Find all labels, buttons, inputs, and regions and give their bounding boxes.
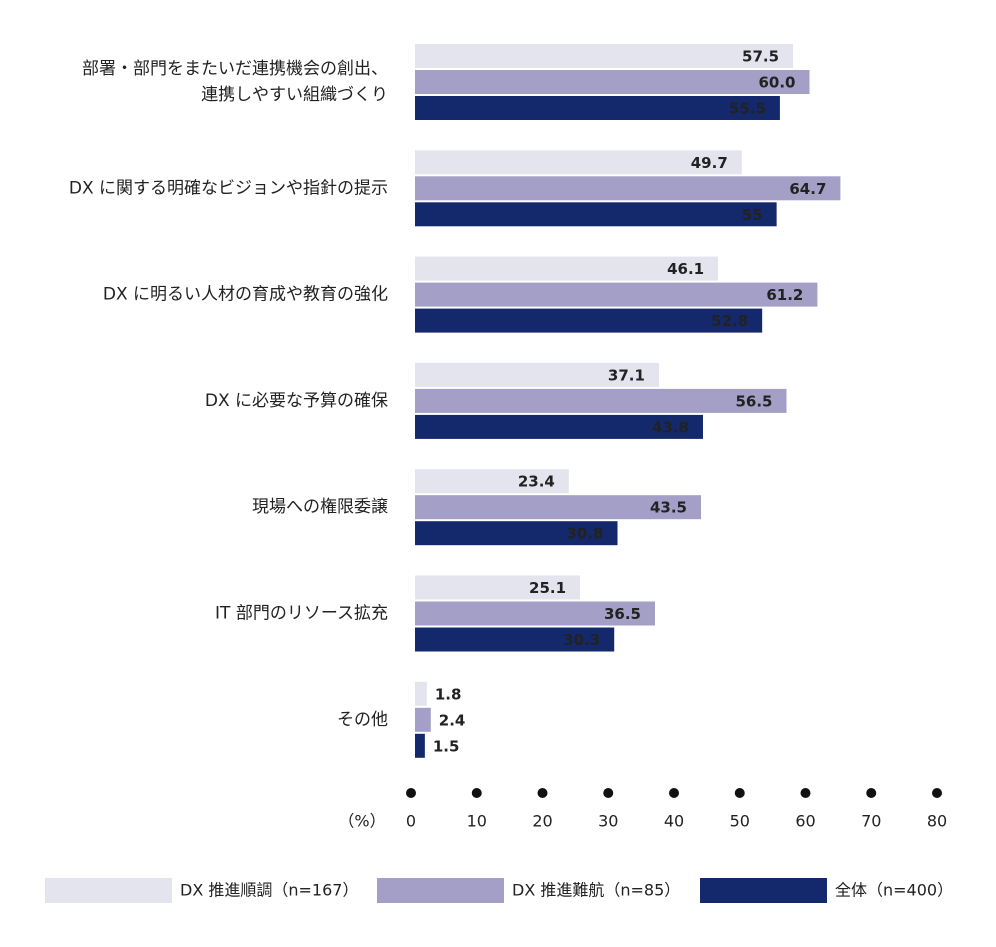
bar bbox=[415, 256, 719, 281]
legend-label: DX 推進難航（n=85） bbox=[512, 881, 680, 900]
legend-label: DX 推進順調（n=167） bbox=[180, 881, 358, 900]
value-label: 30.8 bbox=[566, 525, 603, 543]
value-label: 43.8 bbox=[652, 418, 689, 436]
value-label: 64.7 bbox=[789, 180, 826, 198]
bar bbox=[415, 707, 431, 732]
value-label: 55.5 bbox=[729, 100, 766, 118]
bar bbox=[415, 362, 659, 387]
tick-dot bbox=[537, 788, 548, 798]
value-label: 1.8 bbox=[435, 685, 462, 703]
x-axis-label: （%） bbox=[338, 812, 385, 831]
tick-dot bbox=[406, 788, 416, 798]
tick-dot bbox=[734, 788, 745, 798]
x-tick-label: 10 bbox=[467, 812, 487, 831]
bar bbox=[415, 70, 810, 94]
bar bbox=[415, 733, 425, 758]
value-label: 46.1 bbox=[667, 260, 704, 278]
value-label: 23.4 bbox=[518, 473, 555, 491]
bar bbox=[415, 521, 618, 546]
tick-dot bbox=[800, 788, 811, 798]
tick-dot bbox=[932, 788, 942, 798]
bar bbox=[415, 469, 569, 494]
value-label: 25.1 bbox=[529, 579, 566, 597]
x-tick-label: 60 bbox=[795, 812, 815, 831]
x-tick-label: 20 bbox=[532, 812, 552, 831]
category-label: その他 bbox=[337, 710, 388, 730]
category-label: DX に明るい人材の育成や教育の強化 bbox=[103, 285, 388, 305]
legend-swatch bbox=[45, 878, 172, 903]
bar bbox=[415, 282, 818, 307]
value-label: 49.7 bbox=[691, 154, 728, 172]
legend-label: 全体（n=400） bbox=[835, 881, 953, 900]
bar bbox=[415, 575, 581, 600]
bar bbox=[415, 388, 787, 413]
category-label: IT 部門のリソース拡充 bbox=[215, 604, 388, 624]
x-tick-label: 70 bbox=[861, 812, 881, 831]
value-label: 36.5 bbox=[604, 605, 641, 623]
bar bbox=[415, 308, 763, 333]
value-label: 56.5 bbox=[735, 392, 772, 410]
bar bbox=[415, 44, 794, 68]
value-label: 30.3 bbox=[563, 631, 600, 649]
value-label: 43.5 bbox=[650, 499, 687, 517]
x-tick-label: 40 bbox=[664, 812, 684, 831]
value-label: 1.5 bbox=[433, 737, 460, 755]
x-tick-label: 50 bbox=[730, 812, 750, 831]
value-label: 55 bbox=[742, 206, 763, 224]
tick-dot bbox=[471, 788, 482, 798]
value-label: 60.0 bbox=[758, 74, 795, 92]
value-label: 61.2 bbox=[766, 286, 803, 304]
bar bbox=[415, 150, 742, 175]
bar bbox=[415, 96, 780, 120]
bar bbox=[415, 681, 427, 706]
value-label: 37.1 bbox=[608, 366, 645, 384]
category-label: 部署・部門をまたいだ連携機会の創出、 bbox=[82, 59, 388, 79]
bar bbox=[415, 176, 841, 201]
value-label: 2.4 bbox=[439, 711, 466, 729]
x-tick-label: 80 bbox=[927, 812, 947, 831]
bar bbox=[415, 202, 777, 227]
tick-dot bbox=[866, 788, 877, 798]
tick-dot bbox=[603, 788, 614, 798]
tick-dot bbox=[669, 788, 679, 798]
bar bbox=[415, 627, 615, 652]
bar bbox=[415, 495, 702, 520]
bar bbox=[415, 414, 703, 439]
value-label: 57.5 bbox=[742, 48, 779, 66]
x-tick-label: 0 bbox=[406, 812, 416, 831]
category-label: 現場への権限委譲 bbox=[252, 497, 388, 517]
category-label: DX に関する明確なビジョンや指針の提示 bbox=[69, 178, 388, 198]
value-label: 52.8 bbox=[711, 312, 748, 330]
category-label: DX に必要な予算の確保 bbox=[205, 391, 388, 411]
x-tick-label: 30 bbox=[598, 812, 618, 831]
bar bbox=[415, 601, 655, 626]
legend-swatch bbox=[700, 878, 827, 903]
category-label: 連携しやすい組織づくり bbox=[201, 85, 388, 105]
legend-swatch bbox=[377, 878, 504, 903]
